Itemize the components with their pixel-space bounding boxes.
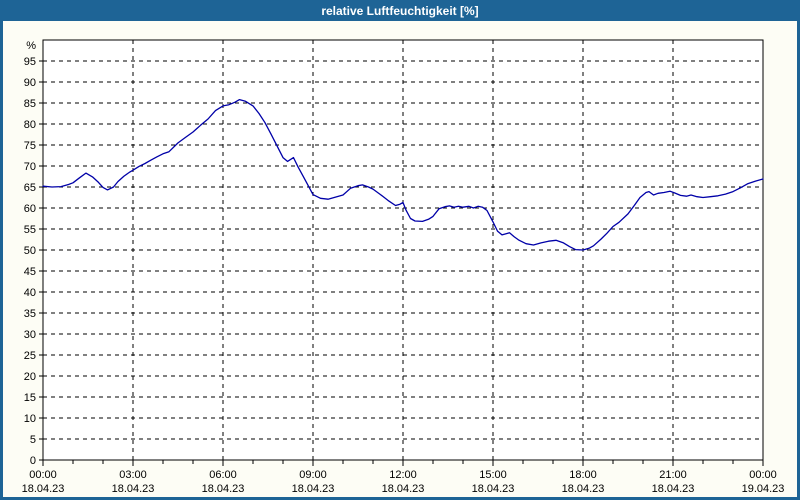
x-axis-date-label: 18.04.23 <box>562 483 605 495</box>
y-axis-label: 45 <box>24 266 36 278</box>
x-axis-time-label: 15:00 <box>479 469 507 481</box>
x-axis-time-label: 00:00 <box>29 469 57 481</box>
y-axis-label: 35 <box>24 308 36 320</box>
y-axis-label: 65 <box>24 182 36 194</box>
y-axis-unit-label: % <box>26 40 36 52</box>
y-axis-label: 95 <box>24 56 36 68</box>
x-axis-time-label: 12:00 <box>389 469 417 481</box>
x-axis-date-label: 18.04.23 <box>382 483 425 495</box>
y-axis-label: 30 <box>24 329 36 341</box>
x-axis-time-label: 06:00 <box>209 469 237 481</box>
humidity-line <box>42 98 764 251</box>
y-axis-label: 25 <box>24 350 36 362</box>
x-axis-date-label: 18.04.23 <box>292 483 335 495</box>
x-axis-time-label: 09:00 <box>299 469 327 481</box>
x-axis-date-label: 18.04.23 <box>652 483 695 495</box>
y-axis-label: 70 <box>24 161 36 173</box>
y-axis-label: 90 <box>24 77 36 89</box>
y-axis-label: 10 <box>24 413 36 425</box>
window-title: relative Luftfeuchtigkeit [%] <box>321 3 479 18</box>
x-axis-date-label: 18.04.23 <box>22 483 65 495</box>
x-axis-date-label: 18.04.23 <box>112 483 155 495</box>
x-axis-time-label: 00:00 <box>749 469 777 481</box>
humidity-chart: 0 5 10 15 20 25 30 35 40 45 50 55 60 65 70 75 80 85 90 95% 0… <box>22 39 785 495</box>
y-axis-label: 60 <box>24 203 36 215</box>
y-axis-label: 0 <box>30 455 36 467</box>
y-axis-label: 85 <box>24 98 36 110</box>
y-axis-label: 80 <box>24 119 36 131</box>
y-axis-label: 75 <box>24 140 36 152</box>
x-axis-time-label: 21:00 <box>659 469 687 481</box>
x-axis-date-label: 18.04.23 <box>202 483 245 495</box>
y-axis-label: 40 <box>24 287 36 299</box>
x-axis-date-label: 19.04.23 <box>742 483 785 495</box>
title-bar[interactable]: relative Luftfeuchtigkeit [%] <box>0 0 800 21</box>
y-axis-label: 5 <box>30 434 36 446</box>
x-axis-time-label: 03:00 <box>119 469 147 481</box>
x-axis-date-label: 18.04.23 <box>472 483 515 495</box>
x-axis-time-label: 18:00 <box>569 469 597 481</box>
y-axis-label: 55 <box>24 224 36 236</box>
y-axis-label: 50 <box>24 245 36 257</box>
y-axis-label: 15 <box>24 392 36 404</box>
plot-border <box>42 39 764 461</box>
y-axis-label: 20 <box>24 371 36 383</box>
